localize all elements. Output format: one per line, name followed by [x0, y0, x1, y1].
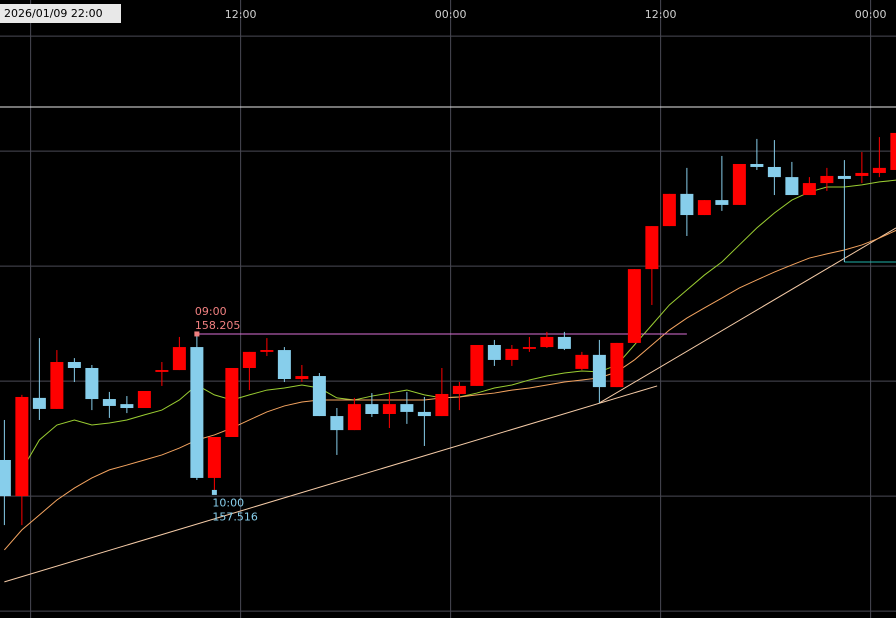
candle-body: [487, 344, 501, 360]
candle-body: [470, 344, 484, 386]
candle-body: [382, 404, 396, 414]
x-tick-label: 12:00: [225, 8, 257, 21]
candle-body: [697, 200, 711, 216]
moving-average: [3, 229, 896, 551]
candle-body: [540, 336, 554, 348]
candle-body: [67, 362, 81, 368]
candle-body: [575, 354, 589, 369]
candle-body: [767, 166, 781, 178]
candle-body: [452, 385, 466, 394]
candle-body: [312, 376, 326, 417]
candle-body: [155, 370, 169, 372]
candle-body: [0, 459, 11, 497]
candle-body: [505, 348, 519, 360]
high-price: 158.205: [195, 319, 241, 332]
trend-line: [599, 227, 896, 404]
candle-body: [715, 200, 729, 205]
x-tick-label: 00:00: [435, 8, 467, 21]
candle-body: [347, 404, 361, 431]
x-tick-label: 12:00: [645, 8, 677, 21]
cursor-label-box: [0, 4, 121, 23]
candle-body: [225, 367, 239, 437]
low-price: 157.516: [212, 510, 258, 523]
candle-body: [260, 350, 274, 352]
candle-body: [32, 397, 46, 409]
candle-body: [820, 175, 834, 184]
candle-body: [592, 354, 606, 388]
candle-body: [522, 347, 536, 349]
candle-body: [645, 226, 659, 270]
candle-body: [872, 167, 886, 173]
candle-body: [330, 416, 344, 431]
cursor-label: 2026/01/09 22:00: [4, 7, 103, 20]
high-time: 09:00: [195, 305, 227, 318]
low-marker: [211, 489, 217, 495]
candle-body: [557, 336, 571, 349]
candle-body: [15, 396, 29, 497]
low-time: 10:00: [212, 496, 244, 509]
candle-body: [855, 172, 869, 176]
candle-body: [435, 393, 449, 417]
candle-body: [802, 183, 816, 196]
candle-body: [172, 347, 186, 371]
candle-body: [102, 399, 116, 406]
trend-line: [4, 385, 658, 583]
candle-body: [277, 350, 291, 380]
candle-body: [120, 404, 134, 409]
candle-body: [662, 193, 676, 227]
candle-body: [750, 163, 764, 167]
candle-body: [50, 362, 64, 409]
candle-body: [837, 175, 851, 179]
candle-body: [680, 193, 694, 216]
candle-body: [207, 436, 221, 478]
high-marker: [194, 331, 200, 337]
candle-body: [85, 367, 99, 400]
candle-body: [295, 376, 309, 380]
candle-body: [785, 177, 799, 196]
candle-body: [890, 132, 896, 170]
candle-body: [627, 269, 641, 343]
candle-body: [610, 342, 624, 388]
x-tick-label: 00:00: [855, 8, 887, 21]
candle-body: [365, 404, 379, 414]
candle-body: [732, 163, 746, 205]
candle-body: [400, 404, 414, 412]
candle-body: [137, 390, 151, 409]
candle-body: [190, 347, 204, 478]
candle-body: [242, 351, 256, 368]
candle-body: [417, 411, 431, 417]
